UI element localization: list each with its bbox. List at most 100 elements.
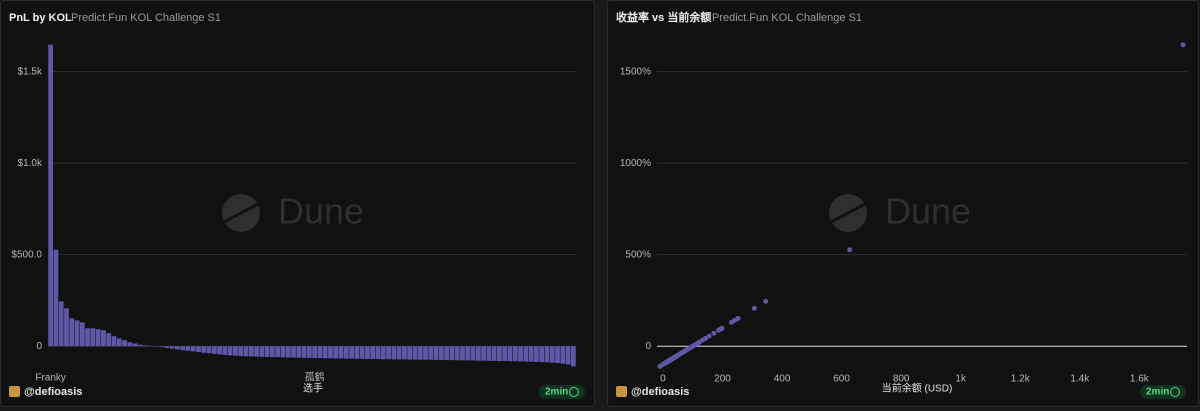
bar — [549, 346, 555, 363]
bar — [423, 346, 428, 360]
bar — [565, 346, 571, 365]
bar — [275, 346, 281, 358]
bar — [53, 249, 59, 347]
bar — [475, 346, 481, 361]
bar — [518, 346, 523, 362]
bar — [454, 346, 460, 361]
y-tick-label: $500.0 — [11, 249, 42, 260]
y-tick-label: 1500% — [620, 66, 651, 77]
x-tick-label: 600 — [833, 374, 850, 385]
watermark-text: Dune — [278, 191, 364, 232]
point — [706, 333, 712, 339]
point — [847, 247, 853, 253]
bar — [512, 346, 518, 362]
bar — [312, 346, 318, 359]
refresh-badge — [1140, 385, 1186, 399]
x-tick-label: 400 — [774, 374, 791, 385]
bar — [164, 346, 170, 349]
chart-title: 收益率 vs 当前余额 — [616, 10, 711, 24]
bar — [497, 346, 502, 362]
bar — [539, 346, 545, 363]
bar — [317, 346, 323, 359]
bar — [333, 346, 339, 359]
bar — [491, 346, 497, 361]
point — [716, 327, 722, 333]
watermark-text: Dune — [885, 191, 971, 232]
bar — [301, 346, 307, 358]
refresh: 2min — [1146, 387, 1169, 398]
bar — [375, 346, 381, 360]
bar — [449, 346, 455, 361]
bar — [285, 346, 291, 358]
bar — [470, 346, 476, 361]
bar — [291, 346, 296, 358]
bar — [270, 346, 275, 358]
bar — [502, 346, 508, 362]
bar — [227, 346, 233, 356]
check-icon — [569, 387, 579, 397]
refresh: 2min — [545, 387, 568, 398]
bar — [90, 328, 96, 347]
y-tick-label: $1.0k — [18, 158, 43, 169]
bar — [69, 318, 75, 347]
bar — [101, 330, 106, 347]
bar — [560, 346, 566, 364]
y-tick-label: 500% — [625, 249, 651, 260]
bar — [211, 346, 217, 354]
bar — [217, 346, 222, 355]
bar — [143, 345, 149, 347]
bar — [428, 346, 434, 360]
bar — [523, 346, 529, 362]
bar — [254, 346, 259, 357]
refresh-badge — [539, 385, 585, 399]
point — [763, 298, 769, 304]
x-tick-label: 800 — [893, 374, 910, 385]
x-tick-label: 1.4k — [1070, 374, 1090, 385]
bar — [264, 346, 270, 358]
bar — [438, 346, 444, 360]
bar — [138, 344, 143, 347]
bar — [396, 346, 402, 360]
bar — [417, 346, 423, 360]
bar — [159, 346, 164, 348]
bar — [74, 320, 80, 347]
bar — [58, 301, 64, 347]
bar — [433, 346, 439, 360]
bar — [322, 346, 328, 359]
bar — [386, 346, 391, 360]
y-tick-label: 1000% — [620, 158, 651, 169]
x-tick-label: 0 — [660, 374, 666, 385]
bar — [391, 346, 397, 360]
bar — [201, 346, 207, 353]
x-tick-label: 1k — [955, 374, 967, 385]
bar — [190, 346, 196, 352]
author[interactable]: @defioasis — [24, 386, 82, 398]
bar — [328, 346, 333, 359]
point — [751, 305, 757, 311]
chart-subtitle: Predict.Fun KOL Challenge S1 — [712, 12, 862, 24]
bar — [359, 346, 365, 359]
bar — [132, 343, 138, 347]
bar — [370, 346, 376, 360]
bar — [544, 346, 550, 363]
chart-title: PnL by KOL — [9, 12, 72, 24]
bar — [486, 346, 492, 361]
x-axis-title: 选手 — [303, 382, 323, 395]
bar — [95, 329, 101, 347]
bar — [465, 346, 471, 361]
bar — [306, 346, 312, 358]
bar — [85, 328, 90, 347]
bar — [338, 346, 344, 359]
bar — [64, 308, 69, 347]
author[interactable]: @defioasis — [631, 386, 689, 398]
bar — [122, 340, 127, 347]
x-tick-label: 1.2k — [1011, 374, 1031, 385]
bar — [169, 346, 175, 349]
x-tick-label: Franky — [35, 373, 66, 384]
bar — [238, 346, 244, 357]
bar — [507, 346, 513, 362]
point — [728, 319, 734, 325]
bar — [180, 346, 186, 351]
point — [1180, 42, 1186, 48]
bar — [185, 346, 191, 351]
